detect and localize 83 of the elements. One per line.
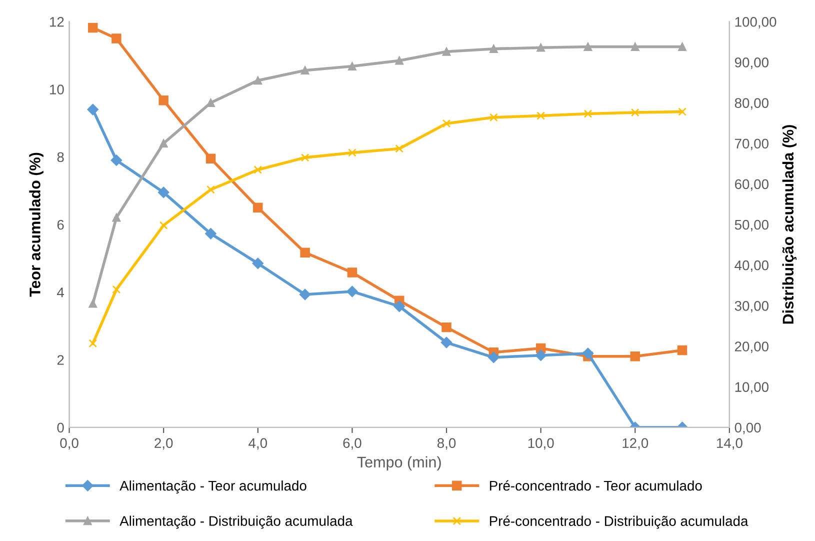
point [206, 185, 215, 194]
x-tick-label: 0,0 [60, 438, 78, 450]
point [536, 43, 545, 52]
point [348, 148, 356, 157]
point [112, 34, 122, 44]
point [584, 110, 592, 118]
point [348, 62, 356, 70]
point [112, 213, 121, 222]
x-tick-label: 4,0 [248, 438, 267, 450]
point [677, 345, 688, 356]
y2-tick-label: 40,00 [734, 260, 768, 272]
y2-tick-label: 10,00 [735, 382, 768, 394]
y2-tick-label: 100,00 [735, 16, 776, 28]
point [252, 258, 264, 270]
x-tick-label: 8,0 [437, 438, 456, 450]
y2-tick-label: 0,00 [734, 422, 761, 434]
point [395, 144, 404, 153]
point [678, 108, 686, 116]
point [254, 166, 262, 174]
point [88, 339, 98, 348]
point [206, 98, 215, 107]
point [158, 186, 170, 198]
point [442, 322, 452, 332]
point [205, 228, 216, 240]
legend-label: Pré-concentrado - Teor acumulado [490, 480, 702, 491]
point [346, 286, 358, 298]
legend-label: Pré-concentrado - Distribuição acumulada [490, 516, 748, 529]
y-tick-label: 0 [57, 422, 64, 433]
point [112, 285, 121, 294]
y2-tick-label: 60,00 [734, 179, 768, 191]
point [489, 113, 498, 122]
y-tick-label: 8 [57, 152, 64, 162]
point [395, 56, 404, 65]
point [630, 352, 640, 362]
y-axis-title: Teor acumulado (%) [29, 152, 44, 297]
point [535, 350, 546, 361]
y2-tick-label: 70,00 [735, 138, 768, 150]
point [440, 336, 452, 348]
y2-tick-label: 90,00 [734, 58, 768, 70]
point [300, 66, 310, 74]
x-tick-label: 12,0 [622, 438, 648, 450]
legend-label: Alimentação - Teor acumulado [120, 480, 306, 494]
point [489, 44, 498, 53]
x-tick-label: 2,0 [154, 438, 173, 450]
point [254, 76, 262, 85]
y2-axis-title: Distribuição acumulada (%) [782, 125, 797, 324]
point [88, 299, 98, 308]
point [158, 96, 168, 106]
point [88, 22, 98, 33]
x-axis-title: Tempo (min) [357, 456, 441, 471]
point [110, 154, 122, 166]
point [630, 108, 640, 117]
point [394, 300, 405, 312]
point [536, 112, 545, 120]
point [347, 268, 358, 278]
point [159, 221, 168, 230]
y2-tick-label: 50,00 [734, 220, 768, 232]
point [300, 248, 310, 258]
point [442, 119, 451, 128]
point [488, 352, 500, 364]
y2-tick-label: 20,00 [734, 342, 768, 354]
y-tick-label: 2 [57, 355, 64, 365]
y2-tick-label: 80,00 [734, 98, 768, 110]
point [630, 42, 640, 51]
y-tick-label: 10 [50, 84, 64, 94]
point [300, 153, 310, 162]
y-tick-label: 6 [57, 220, 64, 230]
x-tick-label: 14,0 [716, 438, 742, 450]
legend-label: Alimentação - Distribuição acumulada [120, 516, 353, 529]
point [442, 48, 451, 56]
point [584, 42, 592, 51]
point [299, 288, 311, 300]
point [678, 42, 686, 51]
point [87, 104, 98, 116]
point [159, 139, 168, 148]
y2-tick-label: 30,00 [734, 301, 768, 312]
y-tick-label: 12 [50, 16, 64, 27]
x-tick-label: 6,0 [343, 438, 362, 450]
point [582, 348, 594, 359]
point [253, 202, 263, 212]
y-tick-label: 4 [57, 288, 64, 298]
x-tick-label: 10,0 [528, 438, 554, 450]
point [206, 154, 216, 164]
